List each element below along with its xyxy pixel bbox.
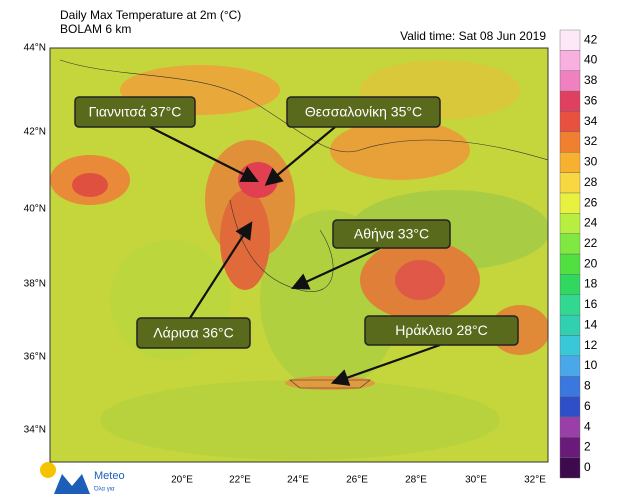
callout-label: Γιαννιτσά 37°C (89, 104, 182, 120)
callout-arrow (149, 126, 259, 182)
colorbar-swatch (559, 314, 581, 336)
colorbar-label: 0 (584, 460, 591, 474)
colorbar-swatch (559, 29, 581, 51)
colorbar-label: 22 (584, 236, 598, 250)
callout-label: Λάρισα 36°C (153, 325, 233, 341)
colorbar-swatch (559, 213, 581, 234)
colorbar-swatch (559, 253, 581, 275)
colorbar-swatch (559, 396, 581, 418)
colorbar-label: 38 (584, 73, 598, 87)
longitude-label: 22°E (229, 475, 251, 486)
latitude-label: 42°N (24, 127, 46, 138)
colorbar-label: 40 (584, 53, 598, 67)
colorbar-label: 20 (584, 256, 598, 270)
colorbar-swatch (559, 457, 581, 479)
longitude-label: 20°E (171, 475, 193, 486)
colorbar-swatch (559, 375, 581, 397)
colorbar-swatch (559, 172, 581, 194)
colorbar-label: 12 (584, 338, 598, 352)
colorbar-label: 4 (584, 419, 591, 433)
callout-box (364, 315, 519, 346)
colorbar-swatch (559, 151, 581, 173)
longitude-label: 24°E (287, 475, 309, 486)
colorbar-swatch (559, 70, 581, 92)
callout-arrow (189, 221, 253, 319)
map-frame (49, 47, 549, 463)
colorbar-label: 10 (584, 358, 598, 372)
colorbar-label: 32 (584, 134, 598, 148)
colorbar-label: 6 (584, 399, 591, 413)
callout-box (286, 96, 441, 128)
callout-box (136, 317, 251, 349)
colorbar-label: 18 (584, 277, 598, 291)
colorbar-swatch (559, 90, 581, 112)
colorbar-label: 16 (584, 297, 598, 311)
colorbar-swatch (559, 294, 581, 316)
colorbar-label: 34 (584, 114, 598, 128)
callout-label: Ηράκλειο 28°C (395, 322, 487, 338)
latitude-label: 38°N (24, 279, 46, 290)
colorbar-swatch (559, 233, 581, 255)
colorbar-swatch (559, 274, 581, 295)
colorbar-swatch (559, 355, 581, 377)
callout-label: Θεσσαλονίκη 35°C (305, 104, 422, 120)
subtitle: BOLAM 6 km (60, 22, 131, 36)
latitude-label: 36°N (24, 352, 46, 363)
colorbar-label: 2 (584, 440, 591, 454)
logo-tagline: Όλα για (93, 487, 115, 493)
colorbar-swatch (559, 416, 581, 438)
colorbar-swatch (559, 111, 581, 133)
latitude-label: 40°N (24, 204, 46, 215)
longitude-label: 26°E (346, 475, 368, 486)
logo-name: Meteo (94, 470, 125, 482)
callout-arrow (330, 343, 441, 386)
longitude-label: 28°E (405, 475, 427, 486)
colorbar-label: 24 (584, 216, 598, 230)
longitude-label: 30°E (465, 475, 487, 486)
colorbar-label: 36 (584, 93, 598, 107)
colorbar-label: 30 (584, 155, 598, 169)
colorbar-label: 14 (584, 317, 598, 331)
colorbar-swatch (559, 192, 581, 214)
callout-box (74, 96, 196, 128)
colorbar-swatch (559, 50, 581, 71)
callout-label: Αθήνα 33°C (354, 226, 429, 242)
colorbar-label: 8 (584, 379, 591, 393)
latitude-label: 34°N (24, 425, 46, 436)
title: Daily Max Temperature at 2m (°C) (60, 8, 241, 22)
longitude-label: 32°E (524, 475, 546, 486)
callout-box (332, 219, 451, 249)
colorbar-swatch (559, 335, 581, 357)
colorbar-swatch (559, 131, 581, 153)
colorbar-label: 42 (584, 32, 598, 46)
logo: Meteo Όλα για (40, 462, 125, 494)
callout-arrow (264, 126, 336, 186)
latitude-label: 44°N (24, 43, 46, 54)
colorbar-label: 28 (584, 175, 598, 189)
colorbar-swatch (559, 437, 581, 458)
colorbar-label: 26 (584, 195, 598, 209)
valid-time: Valid time: Sat 08 Jun 2019 (400, 29, 546, 43)
callout-arrow (291, 247, 381, 290)
